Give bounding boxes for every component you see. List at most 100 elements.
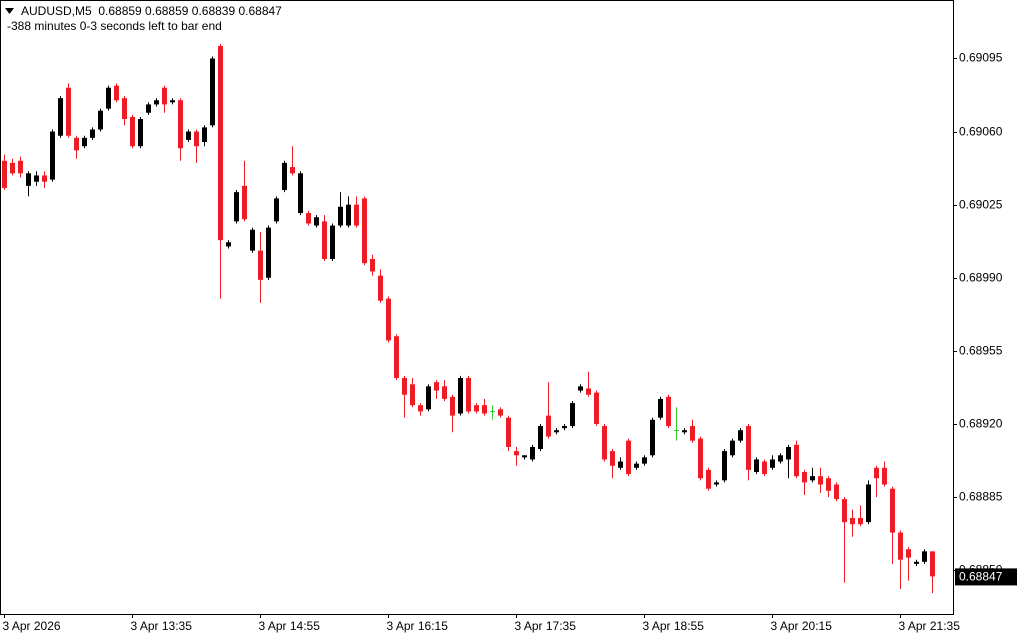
candle-body: [50, 131, 55, 180]
candle-body: [618, 461, 623, 468]
candle-body: [578, 386, 583, 391]
candle-body: [74, 137, 79, 151]
candle-body: [754, 459, 759, 472]
candle-body: [298, 173, 303, 214]
candle-body: [594, 392, 599, 424]
candle-body: [386, 298, 391, 341]
candle-body: [850, 517, 855, 525]
y-tick-label: 0.69060: [959, 125, 1003, 139]
candle-body: [730, 440, 735, 456]
candle-body: [258, 250, 263, 280]
candle-body: [282, 162, 287, 191]
x-tick-label: 3 Apr 14:55: [259, 619, 321, 633]
candle-body: [458, 378, 463, 414]
y-axis: 0.69095 0.69060 0.69025 0.68990 0.68955 0.689…: [953, 51, 1003, 577]
candle-body: [202, 127, 207, 143]
candle-body: [106, 87, 111, 109]
candle-body: [586, 388, 591, 395]
candle-body: [610, 451, 615, 466]
current-price: 0.68847: [955, 568, 1017, 586]
candle-body: [186, 131, 191, 140]
candle-body: [178, 100, 183, 149]
candle-body: [58, 98, 63, 136]
candle-body: [218, 45, 223, 241]
candle-body: [738, 430, 743, 441]
candle-body: [314, 217, 319, 226]
candle-body: [346, 204, 351, 226]
candle-body: [434, 382, 439, 391]
candle-body: [34, 175, 39, 182]
candle-body: [930, 551, 935, 577]
candle-body: [634, 463, 639, 468]
candle-body: [210, 58, 215, 126]
candle-body: [146, 104, 151, 113]
current-price-label: 0.68847: [959, 570, 1003, 584]
candle-body: [82, 137, 87, 147]
candle-body: [666, 396, 671, 427]
x-tick-label: 3 Apr 2026: [3, 619, 61, 633]
candle-body: [290, 167, 295, 174]
plot-frame: [0, 0, 954, 615]
candle-body: [714, 482, 719, 485]
candle-body: [810, 476, 815, 481]
candle-body: [874, 467, 879, 479]
candle-body: [410, 384, 415, 406]
candle-body: [626, 440, 631, 475]
candle-body: [898, 532, 903, 560]
x-tick-label: 3 Apr 13:35: [131, 619, 193, 633]
candle-body: [690, 426, 695, 441]
candle-body: [234, 192, 239, 222]
y-tick-label: 0.69025: [959, 198, 1003, 212]
candle-body: [906, 549, 911, 558]
candle-body: [98, 110, 103, 130]
candle-body: [826, 478, 831, 491]
candle-body: [522, 455, 527, 458]
candle-body: [770, 459, 775, 468]
candle-body: [426, 386, 431, 410]
candle-body: [474, 405, 479, 412]
candle-body: [746, 426, 751, 470]
candle-body: [642, 457, 647, 464]
candle-body: [354, 204, 359, 226]
candle-body: [18, 160, 23, 174]
candle-body: [250, 229, 255, 251]
candle-body: [242, 185, 247, 220]
candle-body: [90, 129, 95, 138]
candle-body: [554, 430, 559, 433]
candle-body: [442, 386, 447, 399]
candle-body: [722, 451, 727, 481]
candle-body: [450, 396, 455, 416]
candle-body: [2, 160, 7, 188]
candle-body: [226, 242, 231, 247]
candle-body: [42, 175, 47, 182]
candle-body: [562, 426, 567, 429]
candle-body: [778, 455, 783, 462]
candle-body: [306, 213, 311, 224]
x-tick-label: 3 Apr 21:35: [899, 619, 961, 633]
candle-body: [514, 451, 519, 456]
candle-body: [682, 430, 687, 433]
candle-body: [482, 405, 487, 414]
candle-body: [786, 446, 791, 460]
candle-body: [834, 484, 839, 500]
candle-body: [122, 98, 127, 120]
y-tick-label: 0.68990: [959, 271, 1003, 285]
candle-body: [402, 378, 407, 395]
candle-body: [114, 85, 119, 101]
x-tick-label: 3 Apr 17:35: [515, 619, 577, 633]
candle-body: [418, 405, 423, 412]
candle-body: [538, 426, 543, 450]
candle-body: [394, 336, 399, 379]
candle-body: [706, 469, 711, 489]
candle-body: [66, 87, 71, 136]
candle-body: [266, 227, 271, 278]
candle-body: [530, 446, 535, 460]
candle-body: [762, 461, 767, 475]
x-tick-label: 3 Apr 16:15: [387, 619, 449, 633]
candle-body: [602, 426, 607, 460]
candle-body: [130, 116, 135, 147]
candle-body: [378, 275, 383, 301]
candle-body: [170, 100, 175, 103]
